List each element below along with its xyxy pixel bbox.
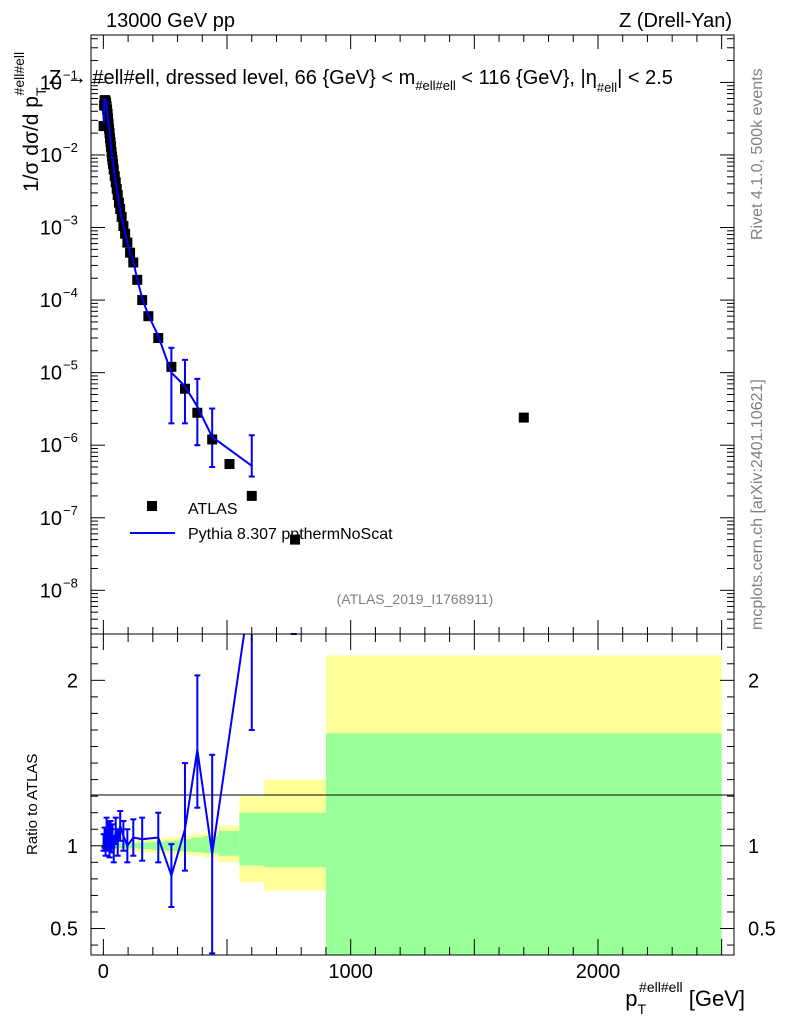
main-ytick-exp: −5 bbox=[63, 358, 78, 373]
main-ytick-label: 10 bbox=[40, 72, 62, 94]
header-right-label: Z (Drell-Yan) bbox=[619, 10, 732, 32]
title-main: Z → #ell#ell, dressed level, 66 {GeV} < … bbox=[49, 67, 415, 89]
ratio-ytick-label: 0.5 bbox=[50, 919, 78, 941]
band-green bbox=[137, 842, 152, 850]
main-ytick-labels: 10−810−710−610−510−410−310−210−1 bbox=[40, 67, 78, 602]
main-panel: (ATLAS_2019_I1768911) 10−810−710−610−510… bbox=[11, 34, 735, 635]
ratio-ticks bbox=[91, 634, 734, 955]
title-sub-1: #ell#ell bbox=[415, 78, 456, 93]
main-ytick-exp: −3 bbox=[63, 213, 78, 228]
ratio-ytick-label-right: 2 bbox=[748, 670, 759, 692]
main-ticks bbox=[91, 35, 734, 634]
atlas-point bbox=[179, 383, 190, 394]
ratio-uncertainty-bands bbox=[100, 655, 722, 955]
legend-atlas-label: ATLAS bbox=[188, 501, 238, 518]
main-ytick-label: 10 bbox=[40, 363, 62, 385]
main-ytick-exp: −6 bbox=[63, 430, 78, 445]
atlas-point bbox=[192, 407, 203, 418]
atlas-point bbox=[290, 534, 301, 545]
main-ylabel-main: 1/σ dσ/d p bbox=[20, 96, 43, 192]
ratio-xtick-labels: 0 1000 2000 bbox=[98, 961, 620, 983]
ytick-base: 10 bbox=[40, 580, 62, 602]
ytick-base: 10 bbox=[40, 145, 62, 167]
main-ylabel-sub: T bbox=[33, 87, 49, 96]
band-green bbox=[100, 843, 138, 849]
title-mid: < 116 {GeV}, |η bbox=[456, 67, 597, 89]
main-ytick-label: 10 bbox=[40, 145, 62, 167]
main-ytick-label: 10 bbox=[40, 508, 62, 530]
ratio-line bbox=[102, 634, 246, 879]
watermark: (ATLAS_2019_I1768911) bbox=[337, 591, 494, 607]
main-ytick-label: 10 bbox=[40, 580, 62, 602]
main-ytick-exp: −8 bbox=[63, 575, 78, 590]
ratio-data-layer bbox=[100, 633, 297, 955]
header-left-label: 13000 GeV pp bbox=[106, 10, 235, 32]
ytick-base: 10 bbox=[40, 72, 62, 94]
main-ytick-exp: −7 bbox=[63, 503, 78, 518]
ratio-ytick-label: 1 bbox=[67, 836, 78, 858]
ratio-panel: 0.5 0.5 1 1 2 2 0 1000 2000 Ratio to ATLAS pT #e… bbox=[24, 633, 776, 1017]
ratio-xtick-label: 2000 bbox=[576, 961, 621, 983]
legend: ATLAS Pythia 8.307 ppthermNoScat bbox=[130, 501, 393, 543]
mcplots-label: mcplots.cern.ch [arXiv:2401.10621] bbox=[749, 379, 766, 630]
rivet-label: Rivet 4.1.0, 500k events bbox=[749, 68, 766, 240]
main-ytick-label: 10 bbox=[40, 290, 62, 312]
xlabel-unit: [GeV] bbox=[683, 986, 745, 1011]
xlabel-main: p bbox=[625, 986, 637, 1011]
band-green bbox=[239, 812, 265, 866]
main-ylabel-sup: #ell#ell bbox=[11, 52, 27, 96]
ratio-ylabel: Ratio to ATLAS bbox=[24, 754, 41, 855]
main-frame bbox=[90, 34, 735, 635]
ytick-base: 10 bbox=[40, 508, 62, 530]
main-ylabel: 1/σ dσ/d pT #ell#ell bbox=[11, 52, 49, 192]
pythia-line bbox=[102, 97, 253, 467]
ratio-ytick-label-right: 0.5 bbox=[748, 919, 776, 941]
main-data-layer bbox=[98, 95, 529, 545]
atlas-point bbox=[224, 459, 235, 470]
ytick-base: 10 bbox=[40, 290, 62, 312]
band-green bbox=[325, 733, 722, 955]
legend-pythia-label: Pythia 8.307 ppthermNoScat bbox=[188, 526, 393, 543]
ratio-frame bbox=[90, 633, 735, 956]
ratio-xlabel: pT #ell#ell [GeV] bbox=[625, 979, 745, 1017]
band-green bbox=[264, 812, 326, 868]
legend-atlas-marker bbox=[147, 501, 157, 511]
ratio-ytick-label-right: 1 bbox=[748, 836, 759, 858]
ratio-ytick-label: 2 bbox=[67, 670, 78, 692]
xlabel-sub: T bbox=[637, 1001, 646, 1017]
main-ytick-label: 10 bbox=[40, 435, 62, 457]
ytick-base: 10 bbox=[40, 435, 62, 457]
ratio-xtick-label: 1000 bbox=[328, 961, 373, 983]
atlas-point bbox=[246, 490, 257, 501]
ratio-xtick-label: 0 bbox=[98, 961, 109, 983]
band-green bbox=[191, 837, 204, 853]
main-ytick-exp: −4 bbox=[63, 285, 78, 300]
ytick-base: 10 bbox=[40, 363, 62, 385]
ratio-ytick-labels: 0.5 0.5 1 1 2 2 bbox=[50, 670, 776, 940]
band-green bbox=[218, 830, 240, 856]
atlas-point bbox=[207, 434, 218, 445]
title-end: | < 2.5 bbox=[617, 67, 673, 89]
main-ytick-exp: −2 bbox=[63, 140, 78, 155]
main-ytick-exp: −1 bbox=[63, 67, 78, 82]
main-ytick-label: 10 bbox=[40, 218, 62, 240]
atlas-point bbox=[166, 361, 177, 372]
title-sub-2: #ell bbox=[597, 80, 617, 95]
chart-title: Z → #ell#ell, dressed level, 66 {GeV} < … bbox=[49, 67, 673, 95]
atlas-point bbox=[518, 412, 529, 423]
ytick-base: 10 bbox=[40, 218, 62, 240]
xlabel-sup: #ell#ell bbox=[639, 979, 683, 995]
